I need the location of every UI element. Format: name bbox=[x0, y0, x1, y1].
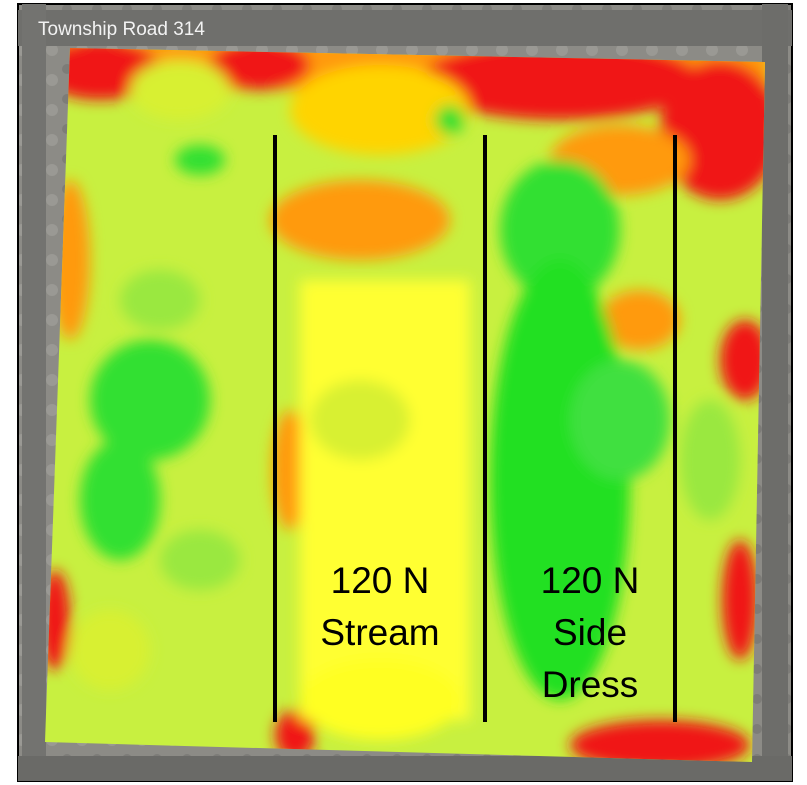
zone-label: Stream bbox=[320, 612, 439, 653]
zone-label: 120 N bbox=[541, 560, 640, 601]
zone-label: Dress bbox=[542, 664, 639, 705]
road-label: Township Road 314 bbox=[38, 19, 205, 40]
zone-label: Side bbox=[553, 612, 627, 653]
road-left bbox=[22, 4, 46, 781]
page: {"map": {"road_label": "Township Road 31… bbox=[0, 0, 807, 785]
yield-field bbox=[40, 40, 780, 770]
zone-label: 120 N bbox=[331, 560, 430, 601]
road-right bbox=[762, 4, 788, 781]
map-view: Township Road 314 bbox=[0, 0, 807, 785]
